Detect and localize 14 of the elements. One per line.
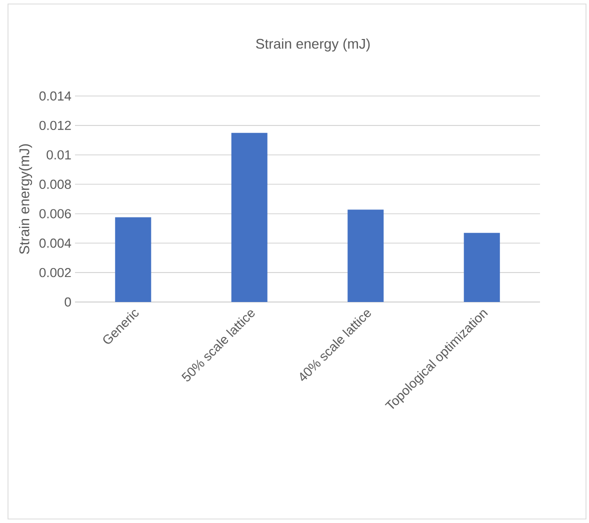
y-tick-label: 0.002 (39, 268, 71, 278)
y-tick-label: 0.012 (39, 120, 71, 130)
bar (231, 132, 268, 302)
y-tick-label: 0 (64, 297, 71, 307)
bar (348, 210, 384, 302)
y-axis-title: Strain energy(mJ) (19, 144, 32, 254)
bar (115, 217, 152, 302)
y-tick-label: 0.008 (39, 180, 71, 189)
y-tick-label: 0.01 (46, 150, 71, 160)
chart-title: Strain energy (mJ) (256, 38, 370, 52)
y-tick-label: 0.004 (39, 238, 72, 248)
y-tick-label: 0.014 (39, 91, 72, 101)
bar (464, 232, 500, 302)
y-tick-label: 0.006 (39, 209, 71, 218)
